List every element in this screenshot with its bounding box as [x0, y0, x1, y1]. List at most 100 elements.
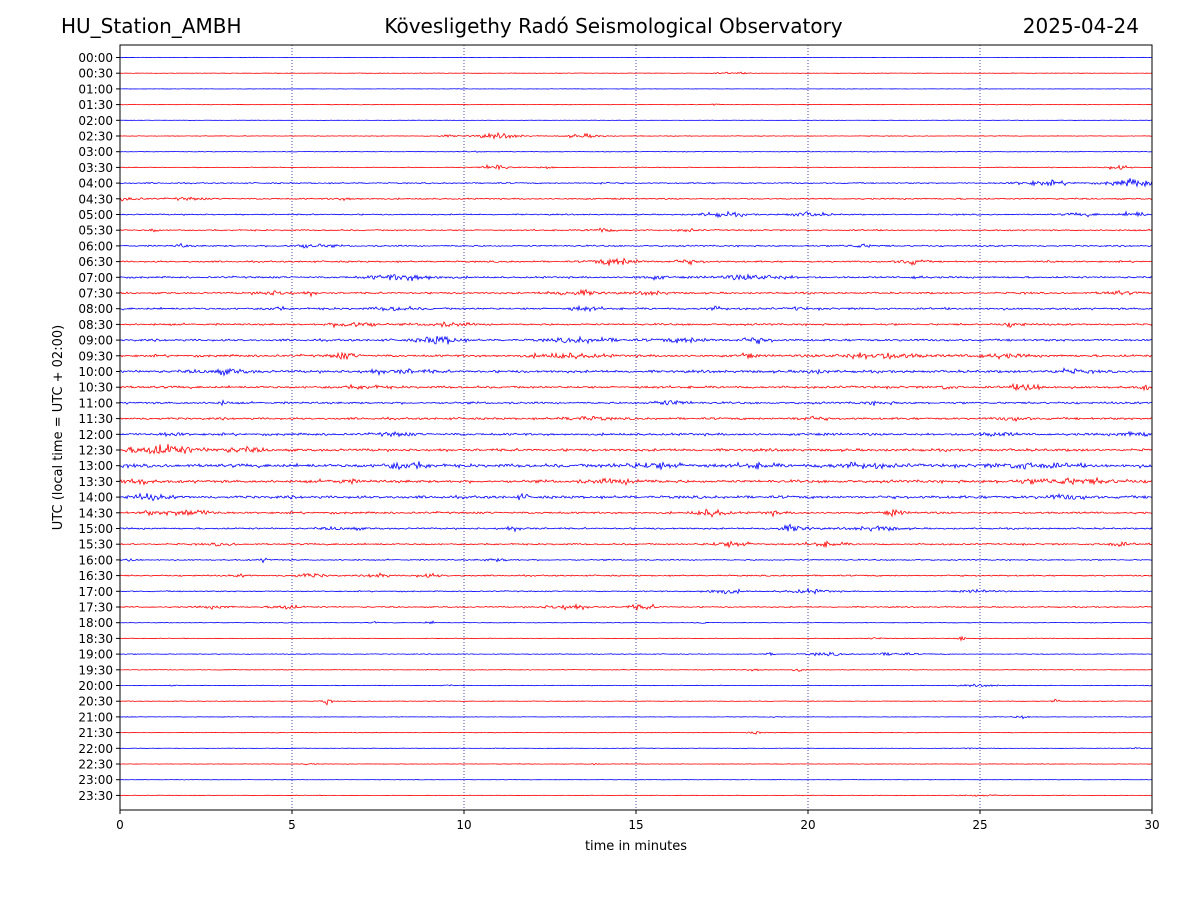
trace-0630 — [119, 257, 1153, 267]
trace-1330 — [119, 476, 1153, 486]
trace-1130 — [119, 415, 1153, 423]
y-tick-label: 03:00 — [78, 145, 113, 159]
x-tick-label: 10 — [456, 818, 471, 832]
y-tick-label: 15:00 — [78, 522, 113, 536]
y-tick-label: 18:00 — [78, 616, 113, 630]
y-tick-label: 15:30 — [78, 538, 113, 552]
trace-0730 — [119, 288, 1153, 298]
record-date: 2025-04-24 — [1022, 14, 1139, 38]
trace-1000 — [119, 367, 1153, 377]
y-tick-label: 10:00 — [78, 365, 113, 379]
y-tick-label: 06:30 — [78, 255, 113, 269]
y-tick-label: 05:00 — [78, 208, 113, 222]
trace-1500 — [119, 523, 1153, 533]
y-tick-label: 02:30 — [78, 130, 113, 144]
observatory-title: Kövesligethy Radó Seismological Observat… — [384, 14, 843, 38]
y-tick-label: 12:30 — [78, 444, 113, 458]
y-tick-label: 09:00 — [78, 334, 113, 348]
y-tick-label: 21:00 — [78, 710, 113, 724]
trace-0130 — [119, 103, 1153, 106]
trace-1230 — [119, 443, 1153, 455]
y-tick-label: 13:30 — [78, 475, 113, 489]
trace-0900 — [119, 335, 1153, 345]
y-tick-label: 08:30 — [78, 318, 113, 332]
x-axis-label: time in minutes — [585, 839, 687, 854]
y-tick-label: 05:30 — [78, 224, 113, 238]
trace-2130 — [119, 731, 1153, 735]
trace-2100 — [119, 715, 1153, 720]
y-tick-label: 04:00 — [78, 177, 113, 191]
y-tick-label: 22:30 — [78, 758, 113, 772]
trace-1800 — [119, 620, 1153, 625]
y-tick-label: 08:00 — [78, 302, 113, 316]
y-tick-label: 10:30 — [78, 381, 113, 395]
seismogram-traces — [119, 56, 1153, 797]
y-tick-label: 06:00 — [78, 239, 113, 253]
trace-0830 — [119, 321, 1153, 329]
trace-0400 — [119, 178, 1153, 188]
y-tick-label: 14:30 — [78, 506, 113, 520]
trace-0500 — [119, 210, 1153, 219]
trace-1730 — [119, 602, 1153, 612]
trace-1700 — [119, 587, 1153, 595]
y-tick-label: 02:00 — [78, 114, 113, 128]
y-tick-label: 01:00 — [78, 82, 113, 96]
x-tick-label: 25 — [972, 818, 987, 832]
y-tick-label: 09:30 — [78, 349, 113, 363]
y-tick-label: 07:00 — [78, 271, 113, 285]
trace-2030 — [119, 698, 1153, 706]
trace-1200 — [119, 430, 1153, 438]
station-name: HU_Station_AMBH — [61, 14, 242, 38]
y-tick-label: 19:00 — [78, 648, 113, 662]
trace-1630 — [119, 572, 1153, 579]
x-tick-label: 20 — [800, 818, 815, 832]
y-tick-label: 13:00 — [78, 459, 113, 473]
trace-0430 — [119, 196, 1153, 202]
y-tick-label: 00:00 — [78, 51, 113, 65]
y-tick-label: 16:00 — [78, 553, 113, 567]
x-tick-label: 30 — [1144, 818, 1159, 832]
y-tick-label: 22:00 — [78, 742, 113, 756]
x-axis-ticks: 0 5 10 15 20 25 30 — [116, 810, 1160, 832]
y-tick-label: 23:30 — [78, 789, 113, 803]
y-tick-label: 17:30 — [78, 601, 113, 615]
trace-2000 — [119, 683, 1153, 688]
trace-1830 — [119, 635, 1153, 642]
y-tick-label: 20:00 — [78, 679, 113, 693]
y-tick-label: 16:30 — [78, 569, 113, 583]
y-tick-label: 03:30 — [78, 161, 113, 175]
y-tick-label: 23:00 — [78, 773, 113, 787]
trace-1930 — [119, 668, 1153, 672]
trace-0030 — [119, 71, 1153, 75]
x-tick-label: 0 — [116, 818, 124, 832]
y-tick-label: 01:30 — [78, 98, 113, 112]
y-tick-label: 04:30 — [78, 192, 113, 206]
trace-1400 — [119, 492, 1153, 502]
trace-0330 — [119, 163, 1153, 171]
y-tick-label: 18:30 — [78, 632, 113, 646]
trace-1530 — [119, 540, 1153, 549]
y-tick-label: 21:30 — [78, 726, 113, 740]
y-tick-label: 12:00 — [78, 428, 113, 442]
trace-1430 — [119, 508, 1153, 518]
trace-1900 — [119, 651, 1153, 657]
trace-1030 — [119, 382, 1153, 392]
trace-0930 — [119, 351, 1153, 361]
trace-1600 — [119, 557, 1153, 564]
trace-0600 — [119, 242, 1153, 249]
trace-0530 — [119, 227, 1153, 233]
trace-2330 — [119, 794, 1153, 797]
trace-2200 — [119, 747, 1153, 750]
trace-0230 — [119, 131, 1152, 140]
trace-0000 — [119, 56, 1153, 59]
x-tick-label: 5 — [288, 818, 296, 832]
x-tick-label: 15 — [628, 818, 643, 832]
y-axis-label: UTC (local time = UTC + 02:00) — [51, 325, 66, 530]
vertical-gridlines — [291, 45, 981, 810]
y-tick-label: 11:00 — [78, 396, 113, 410]
y-tick-label: 20:30 — [78, 695, 113, 709]
trace-0300 — [119, 150, 1153, 153]
